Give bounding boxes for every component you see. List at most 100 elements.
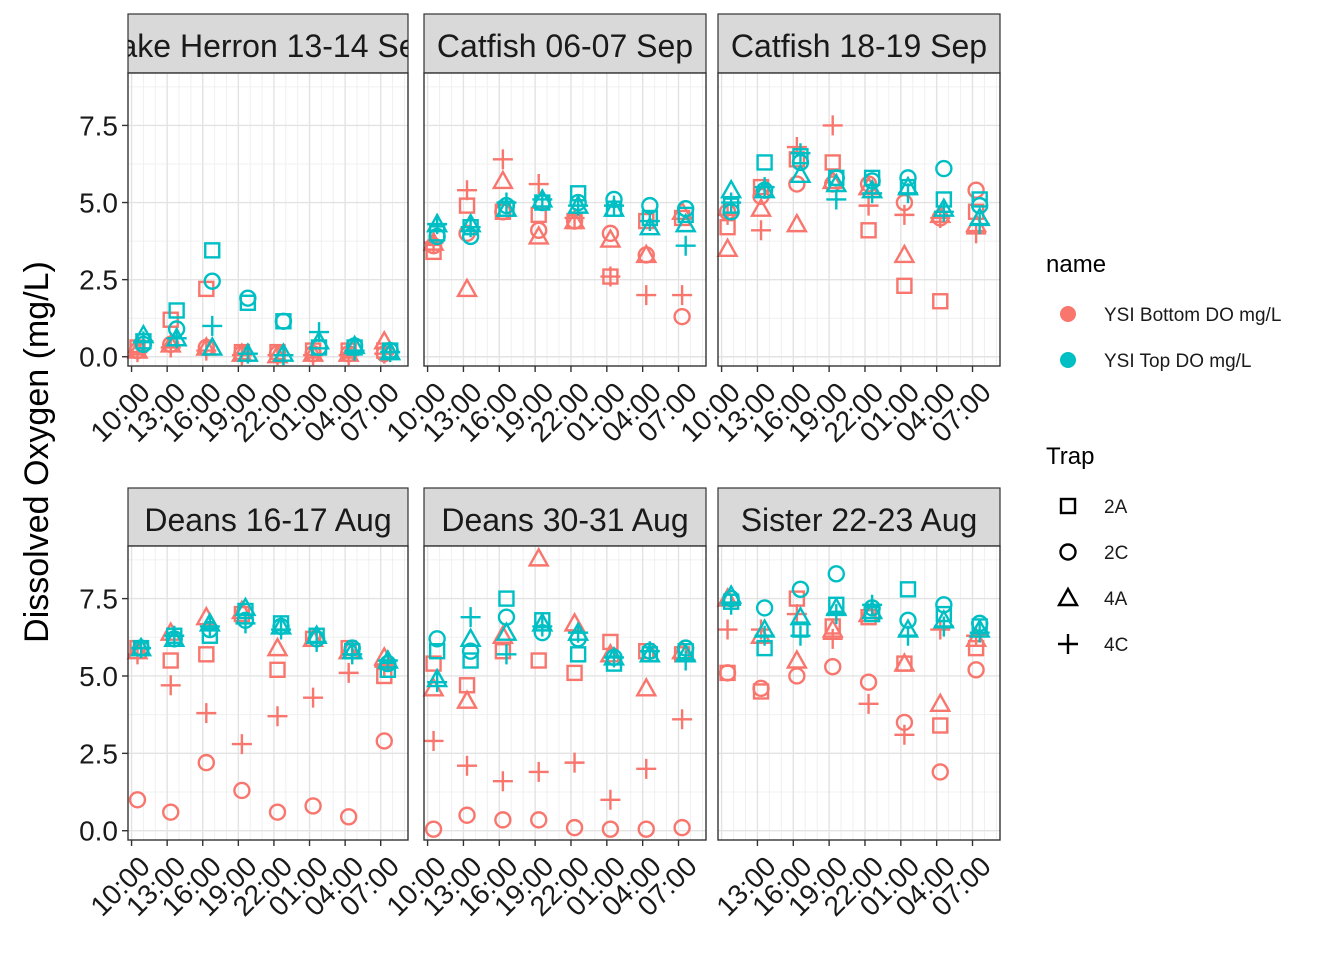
data-point bbox=[496, 192, 517, 213]
legend-key bbox=[1059, 497, 1077, 515]
data-point bbox=[233, 781, 251, 800]
data-point bbox=[967, 661, 985, 679]
plot-panel bbox=[718, 73, 1000, 366]
data-point bbox=[637, 820, 655, 838]
data-point bbox=[893, 652, 916, 672]
data-point bbox=[160, 675, 181, 696]
data-point bbox=[425, 655, 442, 672]
data-point bbox=[168, 302, 185, 319]
facet-strip bbox=[717, 487, 1001, 547]
data-point bbox=[166, 328, 187, 349]
data-point bbox=[826, 604, 847, 625]
data-point bbox=[600, 266, 621, 287]
data-point bbox=[674, 212, 697, 233]
legend-label: 2A bbox=[1104, 497, 1128, 518]
data-point bbox=[858, 693, 879, 714]
data-point bbox=[423, 730, 444, 751]
data-point bbox=[563, 209, 586, 230]
legend-label: 4A bbox=[1104, 589, 1128, 610]
data-point bbox=[635, 676, 658, 697]
data-point bbox=[824, 657, 842, 676]
data-point bbox=[673, 307, 691, 326]
data-point bbox=[268, 803, 287, 821]
facet-strip-label: Catfish 18-19 Sep bbox=[731, 28, 987, 64]
data-point bbox=[566, 664, 583, 682]
data-point bbox=[564, 207, 585, 228]
data-point bbox=[822, 115, 843, 136]
data-point bbox=[494, 643, 512, 660]
data-point bbox=[790, 625, 811, 646]
data-point bbox=[754, 177, 775, 198]
y-tick-label: 0.0 bbox=[79, 342, 118, 373]
panel-border bbox=[423, 72, 707, 367]
data-point bbox=[717, 204, 738, 225]
data-point bbox=[896, 277, 913, 295]
facet-strip-label: Deans 16-17 Aug bbox=[144, 502, 391, 538]
data-point bbox=[269, 661, 286, 678]
data-point bbox=[675, 650, 696, 671]
data-point bbox=[790, 143, 811, 164]
data-point bbox=[339, 808, 358, 826]
data-point bbox=[636, 285, 657, 306]
data-point bbox=[827, 169, 845, 187]
data-point bbox=[199, 616, 220, 637]
data-point bbox=[788, 175, 806, 193]
data-point bbox=[969, 622, 990, 643]
data-point bbox=[494, 811, 512, 829]
data-point bbox=[338, 662, 359, 683]
data-point bbox=[862, 594, 883, 615]
data-point bbox=[894, 724, 915, 745]
data-point bbox=[824, 154, 841, 171]
data-point bbox=[307, 329, 331, 350]
facet-strip bbox=[127, 487, 409, 547]
data-point bbox=[636, 758, 657, 779]
data-point bbox=[239, 289, 257, 307]
y-tick-label: 2.5 bbox=[79, 265, 118, 296]
data-point bbox=[755, 599, 774, 617]
data-point bbox=[638, 215, 661, 236]
legend-key bbox=[1058, 634, 1078, 654]
legend-label: YSI Bottom DO mg/L bbox=[1104, 305, 1281, 326]
panel-border bbox=[717, 545, 1001, 841]
data-point bbox=[822, 628, 843, 649]
data-point bbox=[827, 565, 845, 583]
plot-panel bbox=[128, 546, 408, 840]
y-tick-label: 5.0 bbox=[79, 188, 118, 219]
data-point bbox=[344, 340, 365, 361]
legend-label: 4C bbox=[1104, 635, 1128, 656]
data-point bbox=[202, 315, 223, 336]
data-point bbox=[749, 197, 773, 217]
data-point bbox=[933, 201, 954, 222]
facet-strip-label: Sister 22-23 Aug bbox=[741, 502, 978, 538]
data-point bbox=[131, 638, 152, 659]
data-point bbox=[672, 285, 693, 306]
data-point bbox=[266, 636, 289, 657]
legend-key bbox=[1056, 586, 1080, 607]
data-point bbox=[756, 154, 773, 171]
data-point bbox=[789, 605, 812, 626]
data-point bbox=[721, 192, 742, 213]
data-point bbox=[528, 761, 549, 782]
data-point bbox=[496, 644, 517, 665]
y-tick-label: 7.5 bbox=[79, 110, 118, 141]
data-point bbox=[231, 734, 252, 755]
data-point bbox=[457, 755, 478, 776]
data-point bbox=[495, 621, 518, 641]
facet-panel: Lake Herron 13-14 Sep0.02.55.07.510:0013… bbox=[79, 13, 409, 448]
panel-border bbox=[127, 545, 409, 841]
facet-strip bbox=[127, 13, 409, 74]
data-point bbox=[933, 616, 954, 637]
data-point bbox=[860, 222, 877, 239]
data-point bbox=[862, 183, 883, 204]
data-point bbox=[133, 331, 154, 352]
data-point bbox=[673, 818, 691, 837]
data-point bbox=[897, 625, 918, 646]
plot-panel bbox=[718, 546, 1000, 840]
data-point bbox=[635, 243, 658, 264]
data-point bbox=[274, 312, 293, 330]
data-point bbox=[492, 771, 513, 792]
data-point bbox=[235, 613, 256, 634]
data-point bbox=[491, 624, 514, 644]
data-point bbox=[932, 717, 949, 734]
data-point bbox=[428, 643, 446, 660]
